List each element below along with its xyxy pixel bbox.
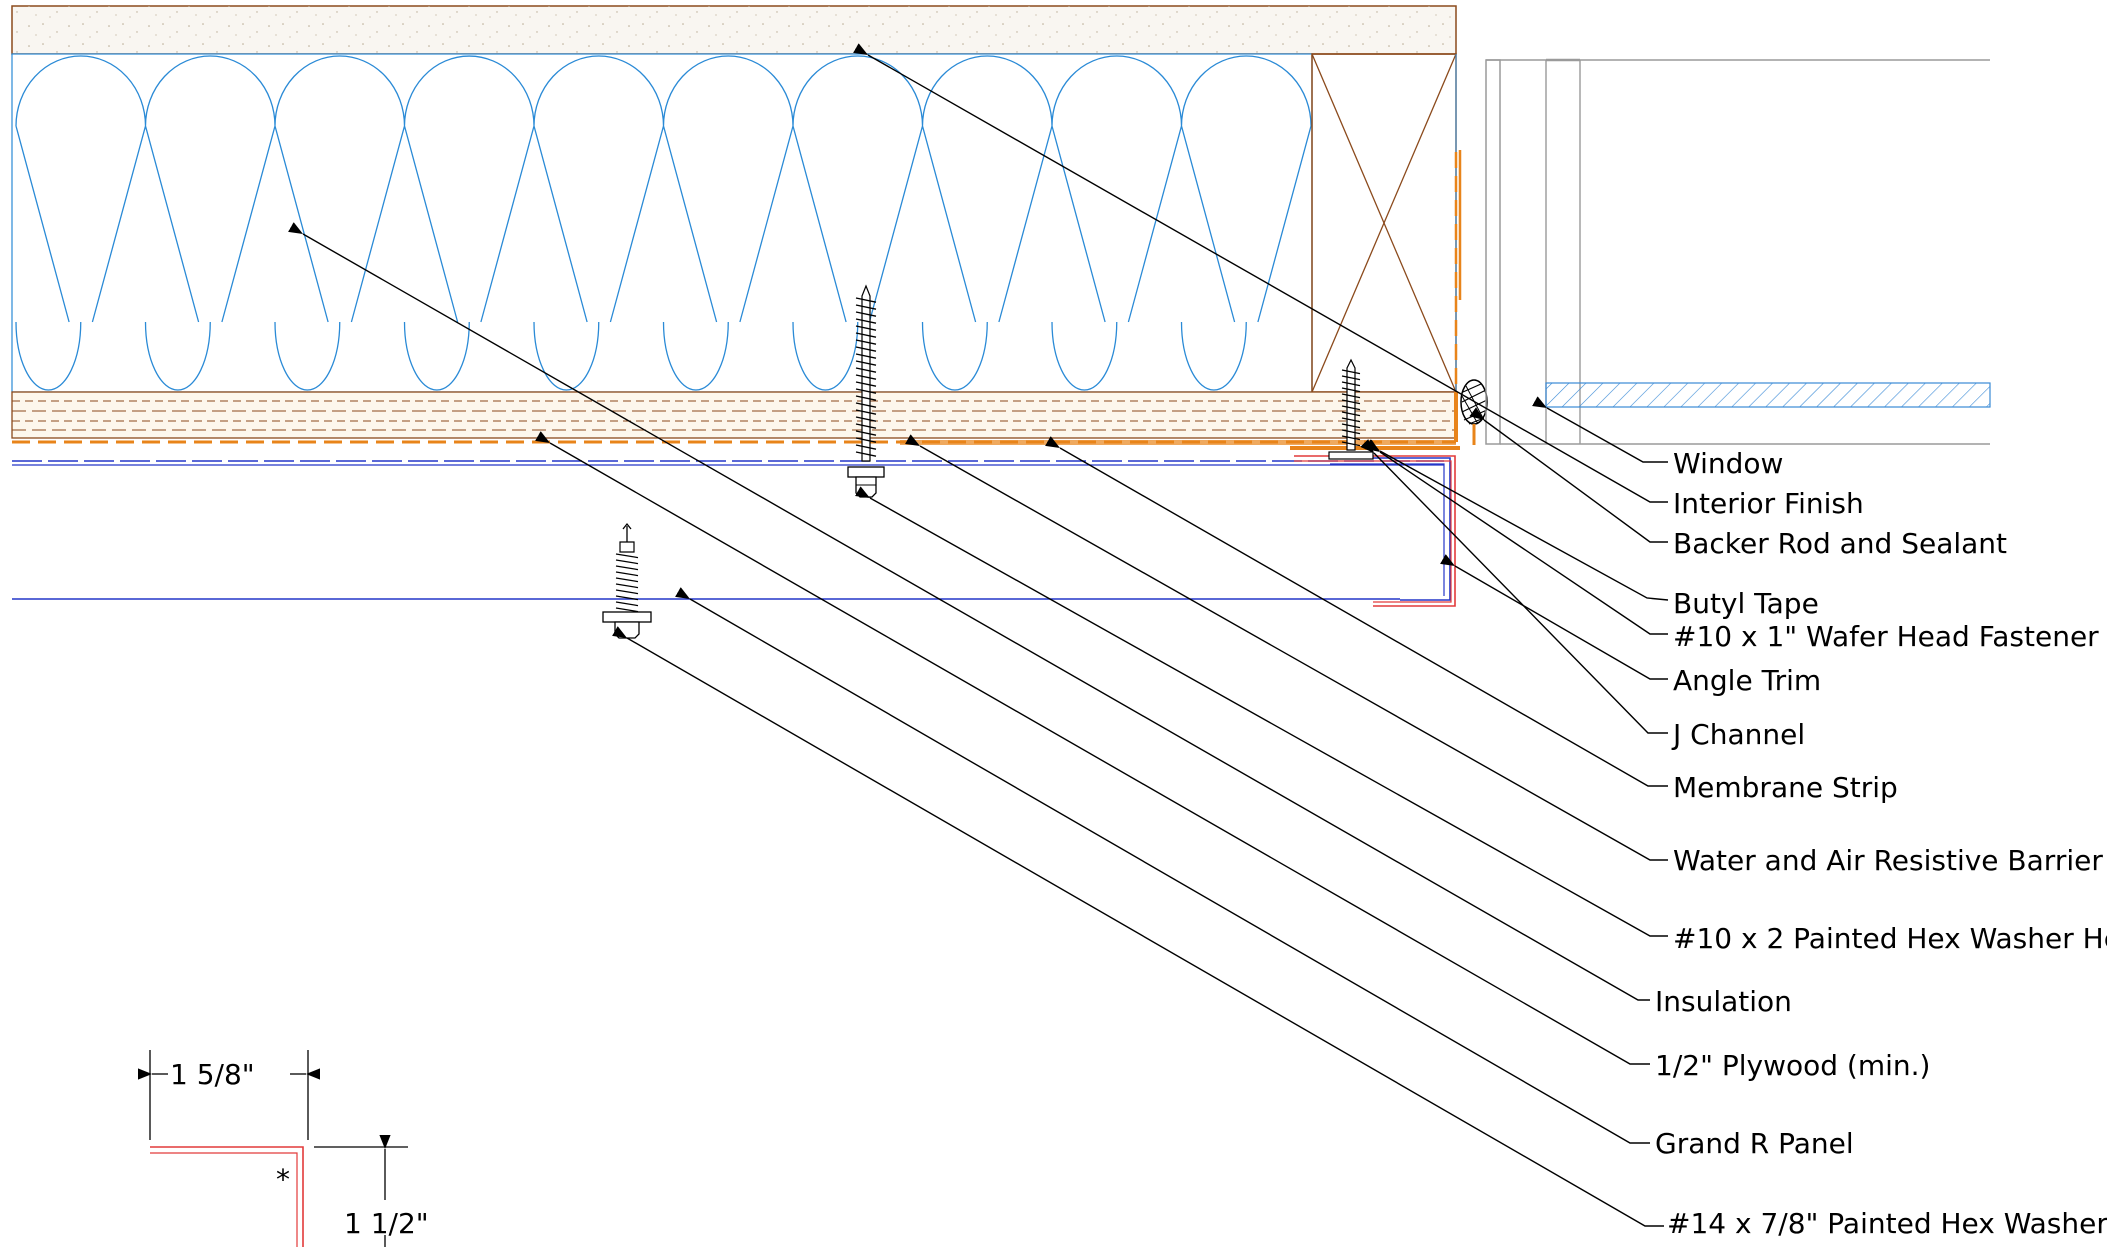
label-hex10: #10 x 2 Painted Hex Washer He <box>1673 922 2107 955</box>
angle-trim-profile: * 1 5/8" 1 1/2" <box>138 1050 429 1247</box>
label-butyl-tape: Butyl Tape <box>1673 587 1819 620</box>
label-angle-trim: Angle Trim <box>1673 664 1821 697</box>
j-channel <box>12 457 1451 601</box>
leader-line <box>1440 554 1668 680</box>
leader-line <box>612 626 1664 1227</box>
stud-cross-icon <box>1311 53 1457 393</box>
label-backer-rod: Backer Rod and Sealant <box>1673 527 2007 560</box>
screw-icon <box>855 284 877 462</box>
label-membrane-strip: Membrane Strip <box>1673 771 1898 804</box>
hex-washer-fastener-icon-14 <box>602 522 652 639</box>
wafer-head-fastener-icon <box>1328 358 1374 460</box>
membrane-strip <box>900 392 1458 445</box>
leader-line <box>535 431 1650 1065</box>
wood-stud <box>1311 53 1457 393</box>
leader-line <box>1469 407 1668 543</box>
asterisk-note: * <box>276 1163 290 1196</box>
dim-height: 1 1/2" <box>344 1207 429 1240</box>
label-hex14: #14 x 7/8" Painted Hex Washer <box>1667 1207 2107 1240</box>
label-panel: Grand R Panel <box>1655 1127 1854 1160</box>
insulation-batt <box>11 53 1313 393</box>
label-wafer-fastener: #10 x 1" Wafer Head Fastener <box>1673 620 2099 653</box>
label-j-channel: J Channel <box>1671 718 1805 751</box>
leader-line <box>1532 396 1668 463</box>
leader-line <box>1045 436 1668 787</box>
plywood-sheathing <box>11 391 1457 439</box>
label-window: Window <box>1673 447 1783 480</box>
window-frame <box>1485 58 1991 445</box>
label-insulation: Insulation <box>1655 985 1792 1018</box>
callout-labels: Window Interior Finish Backer Rod and Se… <box>1655 447 2107 1240</box>
label-interior-finish: Interior Finish <box>1673 487 1864 520</box>
leader-line <box>1360 439 1668 734</box>
window-glass <box>1545 382 1991 408</box>
hex-washer-fastener-icon <box>847 466 885 498</box>
callout-leaders <box>288 43 1669 1227</box>
leader-line <box>855 486 1668 937</box>
interior-finish-layer <box>11 5 1457 55</box>
label-plywood: 1/2" Plywood (min.) <box>1655 1049 1930 1082</box>
leader-line <box>853 43 1668 503</box>
leader-line <box>288 222 1650 1001</box>
leader-line <box>1365 439 1668 635</box>
dim-width: 1 5/8" <box>170 1058 255 1091</box>
leader-line <box>905 434 1668 861</box>
leader-line <box>1365 439 1669 601</box>
butyl-tape <box>1290 446 1460 450</box>
label-wrb: Water and Air Resistive Barrier <box>1673 844 2103 877</box>
leader-line <box>675 587 1650 1144</box>
